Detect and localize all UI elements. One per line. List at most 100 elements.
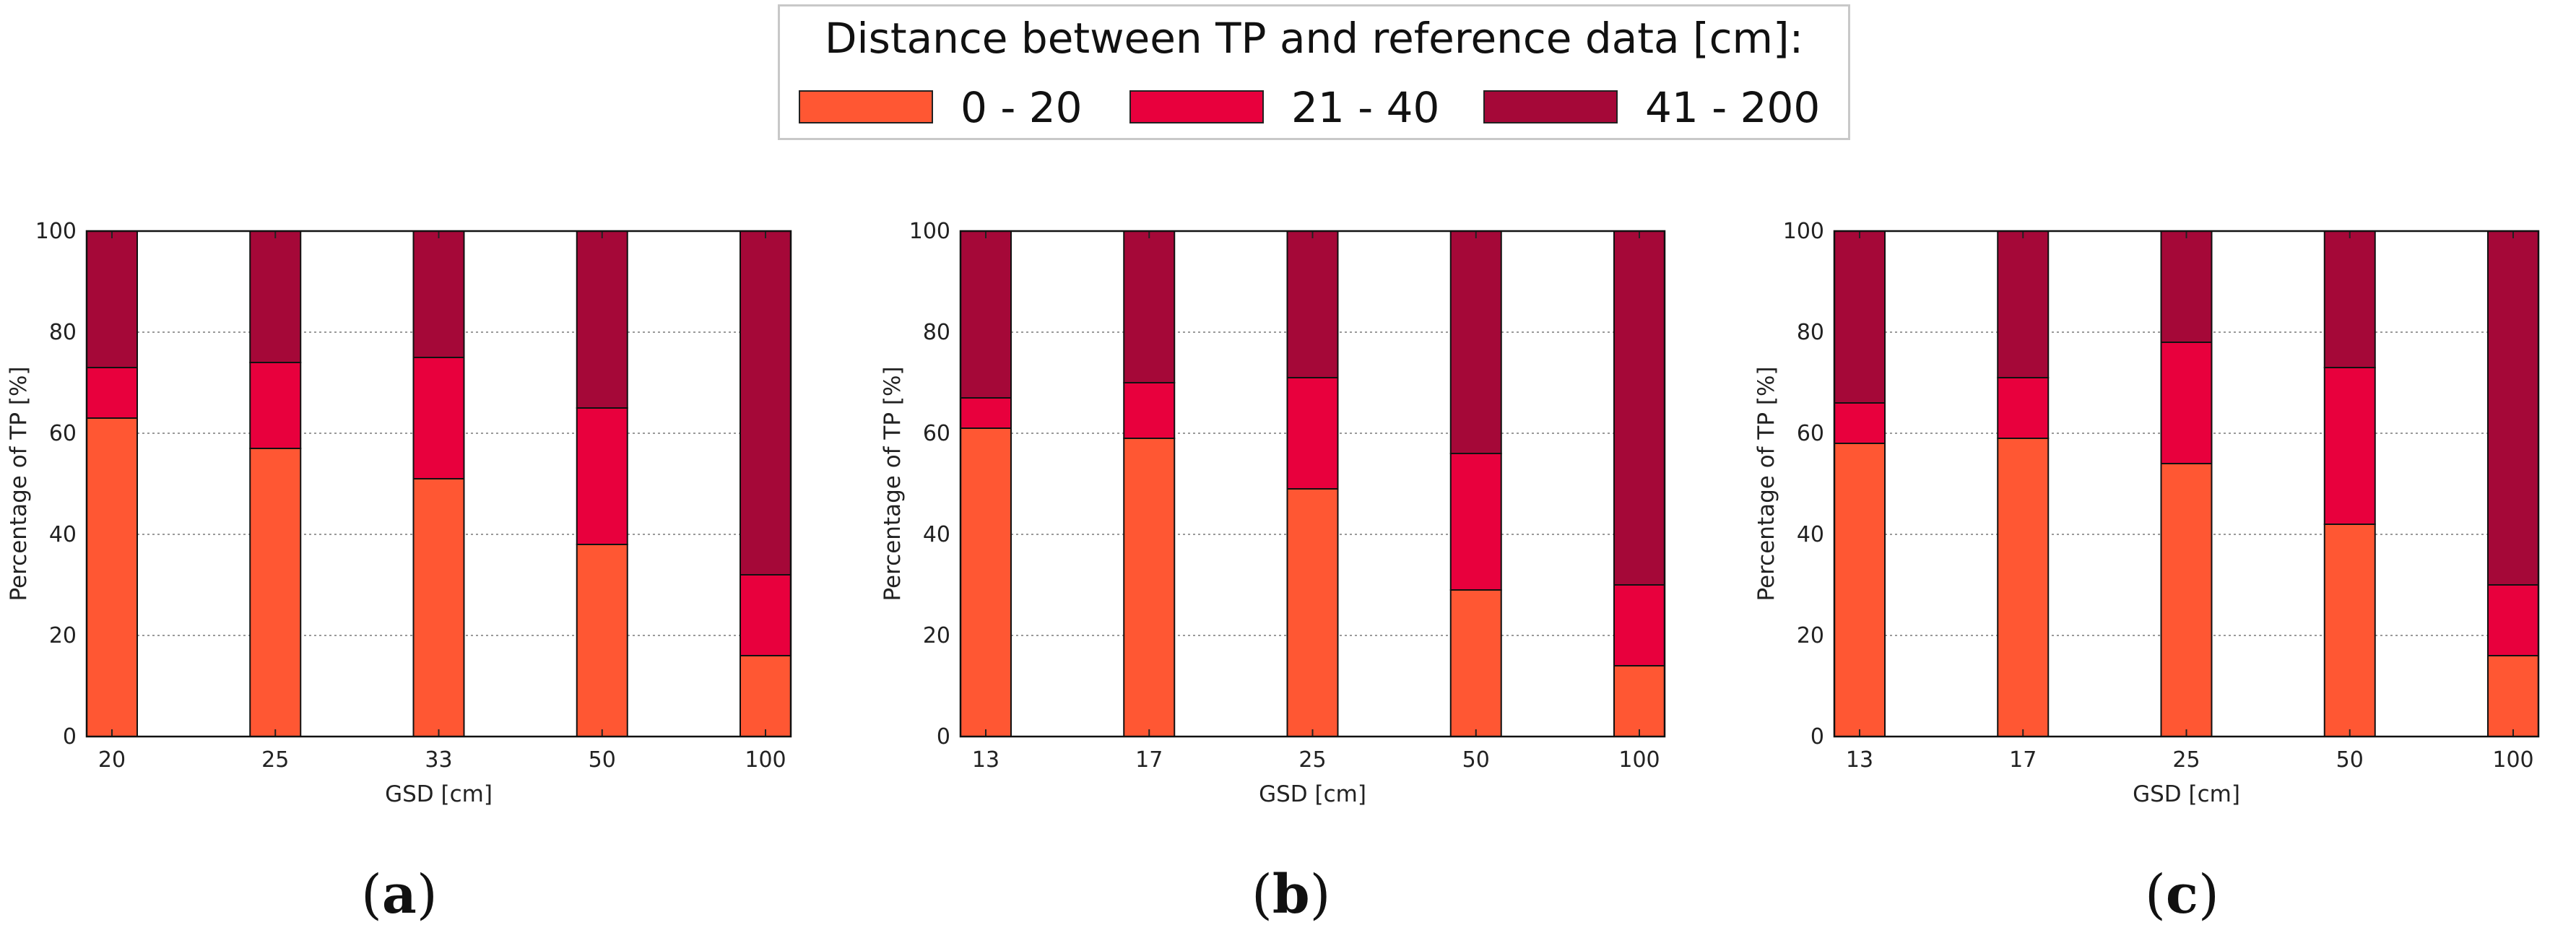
x-tick-label: 50: [589, 747, 616, 773]
y-tick-label: 60: [923, 421, 950, 446]
x-tick-label: 100: [2492, 747, 2533, 773]
bar-segment: [1613, 584, 1665, 666]
panel-label-a: (a): [361, 864, 438, 926]
bar-segment: [2160, 463, 2213, 737]
bar-segment: [2323, 524, 2376, 737]
y-tick-label: 80: [1797, 320, 1824, 345]
bar-segment: [249, 448, 302, 737]
bar-segment: [1997, 377, 2050, 439]
y-tick-label: 20: [1797, 623, 1824, 648]
y-tick-label: 0: [63, 724, 77, 750]
y-tick-label: 80: [49, 320, 77, 345]
legend-swatch: [799, 90, 933, 123]
bar-segment: [2487, 655, 2539, 737]
y-tick-label: 0: [1810, 724, 1824, 750]
plot-frame: [1833, 230, 2540, 738]
bar-segment: [2160, 342, 2213, 464]
legend-swatch: [1129, 90, 1264, 123]
x-axis-label: GSD [cm]: [385, 781, 493, 807]
x-tick-label: 100: [1618, 747, 1660, 773]
bar-segment: [1834, 402, 1886, 444]
y-tick-label: 40: [49, 522, 77, 547]
bar-segment: [960, 397, 1012, 429]
x-tick-label: 100: [745, 747, 786, 773]
y-tick-label: 60: [1797, 421, 1824, 446]
bar-segment: [576, 544, 628, 737]
legend-swatch: [1483, 90, 1618, 123]
bar-segment: [412, 478, 465, 737]
bar-segment: [1997, 230, 2050, 378]
bar-segment: [86, 230, 138, 368]
bar-segment: [1123, 438, 1176, 737]
legend-title: Distance between TP and reference data […: [824, 14, 1804, 63]
bar-segment: [1123, 230, 1176, 383]
bar-segment: [1123, 382, 1176, 439]
bar-segment: [960, 427, 1012, 737]
legend-label: 0 - 20: [960, 83, 1083, 132]
bar-segment: [2487, 584, 2539, 656]
bar-segment: [249, 362, 302, 449]
plot-frame: [959, 230, 1666, 738]
y-tick-label: 100: [909, 219, 950, 244]
legend-label: 41 - 200: [1645, 83, 1821, 132]
plot-frame: [85, 230, 792, 738]
bar-segment: [1286, 230, 1339, 378]
panel-label-c: (c): [2145, 864, 2219, 926]
bar-segment: [2487, 230, 2539, 586]
x-tick-label: 25: [2172, 747, 2200, 773]
bar-segment: [1613, 230, 1665, 586]
x-tick-label: 20: [98, 747, 126, 773]
bar-segment: [249, 230, 302, 363]
legend: Distance between TP and reference data […: [778, 4, 1850, 140]
legend-label: 21 - 40: [1291, 83, 1440, 132]
bar-segment: [1613, 665, 1665, 737]
bar-segment: [1834, 230, 1886, 404]
y-tick-label: 20: [49, 623, 77, 648]
y-tick-label: 80: [923, 320, 950, 345]
bar-segment: [1997, 438, 2050, 737]
x-tick-label: 13: [972, 747, 999, 773]
y-tick-label: 0: [937, 724, 950, 750]
bar-segment: [412, 230, 465, 358]
bar-segment: [1286, 377, 1339, 490]
x-tick-label: 17: [1135, 747, 1163, 773]
x-tick-label: 33: [425, 747, 452, 773]
x-tick-label: 50: [1462, 747, 1490, 773]
y-tick-label: 60: [49, 421, 77, 446]
x-tick-label: 13: [1846, 747, 1873, 773]
y-tick-label: 20: [923, 623, 950, 648]
chart-panel-a: 0 20 40 60 80 100 20 25 33 50 100 GSD [cm] Percentag…: [6, 219, 792, 807]
bar-segment: [576, 230, 628, 409]
y-tick-label: 40: [1797, 522, 1824, 547]
x-tick-label: 17: [2009, 747, 2037, 773]
bar-segment: [412, 357, 465, 479]
bar-segment: [740, 574, 792, 656]
bar-segment: [86, 367, 138, 419]
bar-segment: [740, 655, 792, 737]
bar-segment: [740, 230, 792, 576]
panel-label-b: (b): [1252, 864, 1331, 926]
x-tick-label: 50: [2336, 747, 2364, 773]
bar-segment: [86, 417, 138, 737]
x-tick-label: 25: [1298, 747, 1326, 773]
chart-panel-b: 0 20 40 60 80 100 13 17 25 50 100 GSD [cm] Percentag…: [880, 219, 1666, 807]
bar-segment: [1449, 453, 1502, 591]
bar-segment: [2323, 230, 2376, 368]
bar-segment: [1286, 488, 1339, 737]
x-axis-label: GSD [cm]: [1259, 781, 1366, 807]
bar-segment: [1449, 230, 1502, 454]
y-tick-label: 40: [923, 522, 950, 547]
y-axis-label: Percentage of TP [%]: [6, 366, 32, 601]
bar-segment: [960, 230, 1012, 399]
bar-segment: [576, 407, 628, 545]
y-axis-label: Percentage of TP [%]: [880, 366, 906, 601]
x-axis-label: GSD [cm]: [2133, 781, 2240, 807]
bar-segment: [1834, 443, 1886, 737]
bar-segment: [1449, 589, 1502, 737]
y-tick-label: 100: [1783, 219, 1824, 244]
x-tick-label: 25: [261, 747, 289, 773]
bar-segment: [2160, 230, 2213, 343]
y-axis-label: Percentage of TP [%]: [1753, 366, 1779, 601]
chart-panel-c: 0 20 40 60 80 100 13 17 25 50 100 GSD [cm] Percentag…: [1753, 219, 2540, 807]
y-tick-label: 100: [35, 219, 77, 244]
